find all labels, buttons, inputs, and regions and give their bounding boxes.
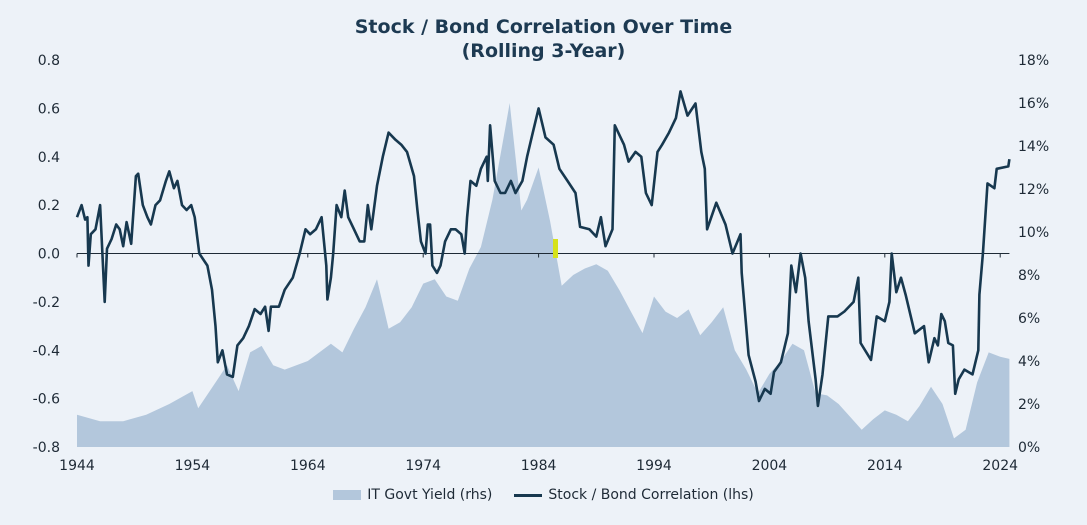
x-tick-label: 1944	[59, 458, 95, 474]
y-right-tick-label: 2%	[1018, 397, 1040, 413]
y-right-tick-label: 0%	[1018, 440, 1040, 456]
x-tick-label: 2004	[752, 458, 788, 474]
x-tick-label: 1964	[290, 458, 326, 474]
y-left-tick-label: -0.8	[33, 440, 60, 456]
chart-title: Stock / Bond Correlation Over Time	[354, 16, 733, 38]
y-right-tick-label: 14%	[1018, 139, 1049, 155]
y-right-tick-label: 4%	[1018, 354, 1040, 370]
x-tick-label: 2014	[867, 458, 903, 474]
y-left-tick-label: 0.2	[38, 198, 60, 214]
y-left-tick-label: -0.4	[33, 343, 60, 359]
y-left-tick-label: 0.0	[38, 247, 60, 263]
x-tick-label: 1994	[636, 458, 672, 474]
x-tick-label: 1974	[405, 458, 441, 474]
y-left-tick-label: -0.2	[33, 295, 60, 311]
y-right-tick-label: 12%	[1018, 182, 1049, 198]
legend: IT Govt Yield (rhs) Stock / Bond Correla…	[0, 487, 1087, 503]
x-tick-label: 1984	[521, 458, 557, 474]
y-right-tick-label: 6%	[1018, 311, 1040, 327]
legend-label-yield: IT Govt Yield (rhs)	[367, 487, 493, 503]
x-tick-label: 1954	[175, 458, 211, 474]
legend-label-correlation: Stock / Bond Correlation (lhs)	[548, 487, 754, 503]
chart-subtitle: (Rolling 3-Year)	[461, 40, 626, 62]
legend-swatch-area	[333, 490, 362, 500]
legend-swatch-line	[514, 493, 543, 497]
yield-area	[77, 103, 1010, 447]
y-left-tick-label: 0.4	[38, 150, 60, 166]
y-left-tick-label: 0.8	[38, 53, 60, 69]
y-left-tick-label: 0.6	[38, 101, 60, 117]
y-right-tick-label: 16%	[1018, 96, 1049, 112]
y-right-tick-label: 8%	[1018, 268, 1040, 284]
x-tick-label: 2024	[982, 458, 1018, 474]
highlight-marker	[553, 239, 558, 258]
correlation-line	[75, 90, 1011, 408]
y-left-tick-label: -0.6	[33, 392, 60, 408]
y-right-tick-label: 18%	[1018, 53, 1049, 69]
y-right-tick-label: 10%	[1018, 225, 1049, 241]
legend-item-correlation: Stock / Bond Correlation (lhs)	[514, 487, 754, 503]
legend-item-yield: IT Govt Yield (rhs)	[333, 487, 492, 503]
